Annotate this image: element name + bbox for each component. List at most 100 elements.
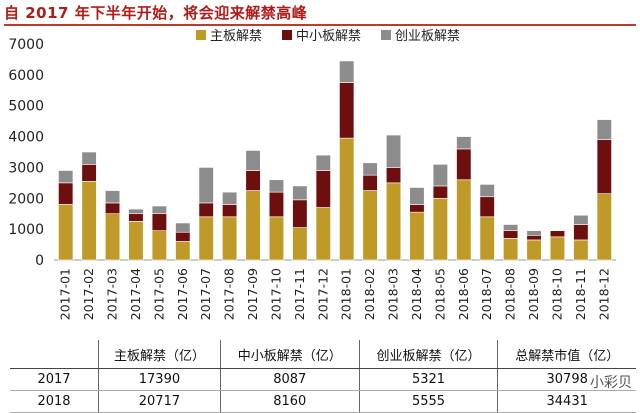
x-tick-label: 2018-10 bbox=[549, 268, 564, 320]
x-tick-label: 2018-09 bbox=[526, 268, 541, 320]
watermark: 小彩贝 bbox=[590, 375, 632, 391]
bar-segment bbox=[479, 216, 495, 261]
bar-segment bbox=[409, 187, 425, 205]
table-cell: 5555 bbox=[358, 390, 498, 413]
bar-segment bbox=[456, 136, 472, 150]
table-cell: 8160 bbox=[219, 390, 360, 413]
bar-segment bbox=[198, 167, 214, 204]
bar-segment bbox=[479, 184, 495, 198]
bar-segment bbox=[245, 170, 261, 191]
table-header-cell: 主板解禁（亿） bbox=[98, 340, 221, 369]
legend-label: 主板解禁 bbox=[210, 29, 262, 44]
bar-segment bbox=[573, 239, 589, 261]
x-tick-label: 2018-08 bbox=[503, 268, 518, 320]
bar-segment bbox=[58, 170, 74, 184]
x-tick-label: 2018-05 bbox=[432, 268, 447, 320]
x-tick-label: 2017-05 bbox=[151, 268, 166, 320]
bar-segment bbox=[526, 230, 542, 236]
bar-segment bbox=[385, 134, 402, 168]
x-tick-label: 2018-02 bbox=[362, 268, 377, 320]
table-header-cell: 总解禁市值（亿） bbox=[497, 340, 636, 369]
bar-segment bbox=[292, 199, 308, 228]
bar-segment bbox=[104, 202, 121, 215]
bar-segment bbox=[151, 230, 167, 261]
bar-segment bbox=[456, 148, 472, 181]
bar-segment bbox=[362, 190, 378, 261]
bar-segment bbox=[245, 150, 261, 171]
bar-segment bbox=[432, 164, 448, 187]
bar-segment bbox=[596, 193, 612, 261]
x-tick-label: 2018-04 bbox=[409, 268, 424, 320]
x-tick-label: 2017-07 bbox=[198, 268, 213, 320]
bar-segment bbox=[175, 241, 191, 261]
bar-segment bbox=[128, 213, 144, 222]
table-cell: 5321 bbox=[358, 368, 498, 391]
x-tick-label: 2017-03 bbox=[105, 268, 120, 320]
bar-segment bbox=[339, 60, 355, 83]
bar-segment bbox=[526, 235, 542, 241]
table-header-row: 主板解禁（亿） 中小板解禁（亿） 创业板解禁（亿） 总解禁市值（亿） bbox=[10, 340, 636, 369]
x-tick-label: 2017-06 bbox=[175, 268, 190, 320]
chart-title: 自 2017 年下半年开始，将会迎来解禁高峰 bbox=[4, 4, 308, 22]
bar-segment bbox=[549, 230, 566, 238]
bar-segment bbox=[503, 238, 519, 261]
bar-segment bbox=[268, 179, 285, 193]
bar-segment bbox=[81, 164, 97, 182]
bar-segment bbox=[292, 185, 308, 201]
x-tick-label: 2017-09 bbox=[245, 268, 260, 320]
bar-segment bbox=[456, 179, 472, 261]
x-tick-label: 2018-11 bbox=[573, 268, 588, 320]
bar-segment bbox=[245, 190, 261, 261]
x-tick-label: 2018-12 bbox=[596, 268, 611, 320]
table-cell: 17390 bbox=[98, 368, 221, 391]
bar-segment bbox=[175, 231, 191, 242]
x-tick-label: 2017-08 bbox=[222, 268, 237, 320]
bar-segment bbox=[151, 205, 167, 215]
bar-segment bbox=[549, 236, 566, 261]
table-header-cell: 创业板解禁（亿） bbox=[358, 340, 498, 369]
bar-segment bbox=[596, 119, 612, 140]
bar-segment bbox=[268, 216, 285, 261]
bar-segment bbox=[315, 154, 331, 171]
bar-segment bbox=[503, 224, 519, 231]
bar-segment bbox=[292, 227, 308, 261]
table-header-cell: 中小板解禁（亿） bbox=[219, 340, 360, 369]
bar-segment bbox=[151, 213, 167, 231]
legend-label: 创业板解禁 bbox=[395, 29, 460, 44]
bar-segment bbox=[385, 182, 402, 261]
y-tick-label: 7000 bbox=[8, 37, 44, 53]
table-cell: 2018 bbox=[10, 390, 99, 413]
x-tick-label: 2018-07 bbox=[479, 268, 494, 320]
bar-segment bbox=[315, 207, 331, 261]
x-tick-label: 2017-04 bbox=[128, 268, 143, 320]
bar-segment bbox=[81, 181, 97, 261]
bar-segment bbox=[104, 190, 121, 204]
bar-segment bbox=[362, 174, 378, 191]
table-cell: 30798 bbox=[497, 368, 636, 391]
legend-label: 中小板解禁 bbox=[296, 29, 361, 44]
table-cell: 2017 bbox=[10, 368, 99, 391]
x-tick-label: 2017-12 bbox=[315, 268, 330, 320]
y-tick-label: 4000 bbox=[8, 130, 44, 146]
bar-segment bbox=[409, 204, 425, 213]
bar-segment bbox=[409, 211, 425, 261]
table-row: 2018 20717 8160 5555 34431 bbox=[10, 390, 636, 413]
y-tick-label: 6000 bbox=[8, 68, 44, 84]
x-tick-label: 2018-03 bbox=[386, 268, 401, 320]
bar-segment bbox=[573, 214, 589, 225]
y-tick-label: 5000 bbox=[8, 99, 44, 115]
bar-segment bbox=[596, 139, 612, 194]
bar-segment bbox=[81, 151, 97, 165]
title-divider bbox=[4, 24, 636, 26]
x-tick-label: 2017-10 bbox=[268, 268, 283, 320]
bar-segment bbox=[385, 167, 402, 184]
legend-swatch bbox=[381, 30, 391, 40]
x-tick-label: 2017-02 bbox=[81, 268, 96, 320]
bar-segment bbox=[339, 82, 355, 139]
stacked-bar-chart: 0 1000 2000 3000 4000 5000 6000 7000 2017-01 2017… bbox=[8, 29, 616, 320]
bar-segment bbox=[432, 185, 448, 199]
bar-segment bbox=[198, 216, 214, 261]
bar-segment bbox=[573, 224, 589, 241]
bar-segment bbox=[222, 204, 238, 218]
y-tick-label: 2000 bbox=[8, 191, 44, 207]
